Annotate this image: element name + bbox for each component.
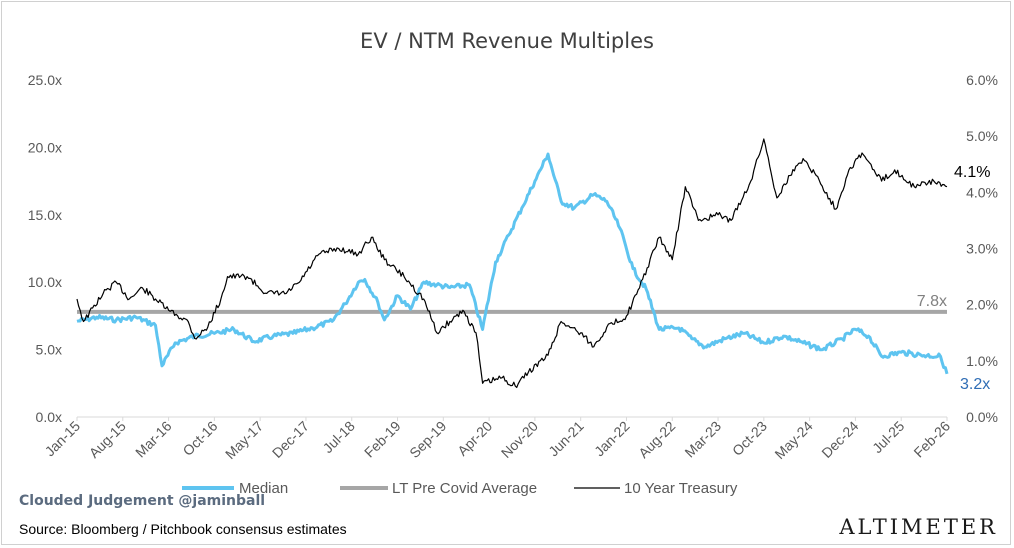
- right-tick-label: 3.0%: [966, 241, 998, 257]
- x-tick-label: Jul-18: [320, 418, 358, 456]
- x-tick-label: Dec-24: [818, 418, 861, 461]
- right-tick-label: 4.0%: [966, 184, 998, 200]
- x-tick-label: May-17: [222, 418, 266, 462]
- series-line-treasury: [76, 138, 948, 389]
- x-tick-label: Apr-20: [454, 418, 495, 459]
- x-tick-label: Dec-17: [269, 418, 312, 461]
- legend-label-treasury: 10 Year Treasury: [624, 480, 738, 497]
- left-tick-label: 10.0x: [28, 274, 62, 290]
- left-tick-label: 15.0x: [28, 207, 62, 223]
- x-tick-label: Mar-16: [132, 418, 175, 461]
- x-tick-label: May-24: [771, 418, 815, 462]
- brand-logo: ALTIMETER: [838, 515, 998, 539]
- legend-label-median: Median: [239, 480, 288, 497]
- right-tick-label: 1.0%: [966, 353, 998, 369]
- right-tick-label: 6.0%: [966, 72, 998, 88]
- x-tick-label: Feb-19: [361, 418, 404, 461]
- chart-title: EV / NTM Revenue Multiples: [360, 29, 654, 53]
- series-layer: [76, 138, 949, 389]
- legend: Median LT Pre Covid Average 10 Year Trea…: [182, 480, 738, 497]
- x-tick-label: Jul-25: [869, 418, 907, 456]
- x-tick-label: Nov-20: [498, 418, 541, 461]
- x-tick-label: Oct-16: [179, 418, 220, 459]
- left-tick-label: 25.0x: [28, 72, 62, 88]
- right-axis: 0.0% 1.0% 2.0% 3.0% 4.0% 5.0% 6.0%: [966, 72, 998, 425]
- legend-label-average: LT Pre Covid Average: [392, 480, 537, 497]
- x-tick-label: Jun-21: [545, 418, 587, 460]
- median-end-label: 3.2x: [960, 376, 990, 393]
- right-tick-label: 5.0%: [966, 128, 998, 144]
- left-axis: 0.0x 5.0x 10.0x 15.0x 20.0x 25.0x: [28, 72, 62, 425]
- x-tick-label: Feb-26: [910, 418, 953, 461]
- x-tick-label: Sep-19: [406, 418, 449, 461]
- source-text: Source: Bloomberg / Pitchbook consensus …: [19, 521, 347, 537]
- treasury-end-label: 4.1%: [954, 164, 990, 181]
- x-tick-label: Oct-23: [729, 418, 770, 459]
- x-axis: Jan-15 Aug-15 Mar-16 Oct-16 May-17 Dec-17 Jul-…: [42, 417, 953, 462]
- right-tick-label: 2.0%: [966, 297, 998, 313]
- x-tick-label: Aug-22: [635, 418, 678, 461]
- left-tick-label: 5.0x: [36, 342, 62, 358]
- series-line-median: [76, 152, 949, 375]
- left-tick-label: 20.0x: [28, 139, 62, 155]
- left-tick-label: 0.0x: [36, 409, 62, 425]
- credit-text: Clouded Judgement @jaminball: [19, 493, 265, 509]
- x-tick-label: Mar-23: [681, 418, 724, 461]
- average-end-label: 7.8x: [917, 293, 947, 310]
- x-tick-label: Aug-15: [86, 418, 129, 461]
- right-tick-label: 0.0%: [966, 409, 998, 425]
- x-tick-label: Jan-22: [591, 418, 633, 460]
